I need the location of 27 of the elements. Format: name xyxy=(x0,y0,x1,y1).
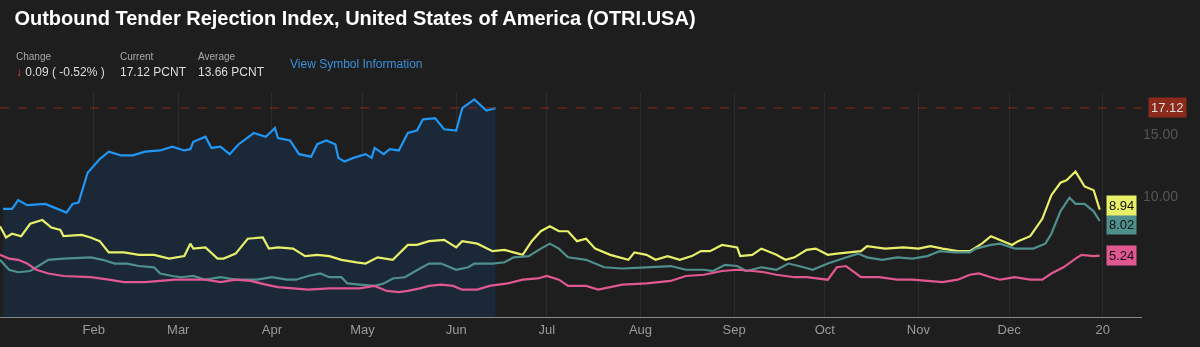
data-label: 8.02 xyxy=(1109,217,1135,232)
text: 17.12 PCNT xyxy=(120,65,187,79)
data-label: 8.94 xyxy=(1109,198,1135,213)
x-tick-label: 20 xyxy=(1095,321,1110,337)
line-series xyxy=(0,196,1101,288)
text: Change xyxy=(16,51,52,62)
x-tick-label: Jul xyxy=(538,321,556,337)
ref-line-label: 17.12 xyxy=(1151,100,1184,115)
x-tick-label: Sep xyxy=(722,321,746,337)
text: Average xyxy=(198,51,236,62)
x-tick-label: Oct xyxy=(814,321,836,337)
text: View Symbol Information xyxy=(290,57,423,71)
data-label: 5.24 xyxy=(1109,248,1135,263)
x-tick-label: Aug xyxy=(628,321,653,337)
line-series xyxy=(0,253,1101,294)
text: ↓ 0.09 ( -0.52% ) xyxy=(16,65,105,79)
x-tick-label: Jun xyxy=(445,321,467,337)
x-tick-label: Nov xyxy=(906,321,931,337)
chart-title: Outbound Tender Rejection Index, United States of America (OTRI.USA) xyxy=(14,7,696,29)
x-tick-label: May xyxy=(350,321,376,337)
x-tick-label: Feb xyxy=(82,321,105,337)
line-series xyxy=(0,170,1101,265)
x-tick-label: Apr xyxy=(261,321,283,337)
text: 13.66 PCNT xyxy=(198,65,265,79)
x-tick-label: Dec xyxy=(997,321,1022,337)
x-tick-label: Mar xyxy=(167,321,191,337)
text: Current xyxy=(120,51,154,62)
